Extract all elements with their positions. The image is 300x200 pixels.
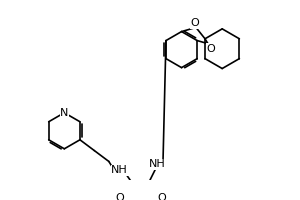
Text: O: O: [191, 18, 200, 28]
Text: O: O: [206, 44, 215, 54]
Text: O: O: [158, 193, 166, 200]
Text: NH: NH: [111, 165, 128, 175]
Text: O: O: [115, 193, 124, 200]
Text: N: N: [60, 108, 68, 118]
Text: NH: NH: [149, 159, 166, 169]
